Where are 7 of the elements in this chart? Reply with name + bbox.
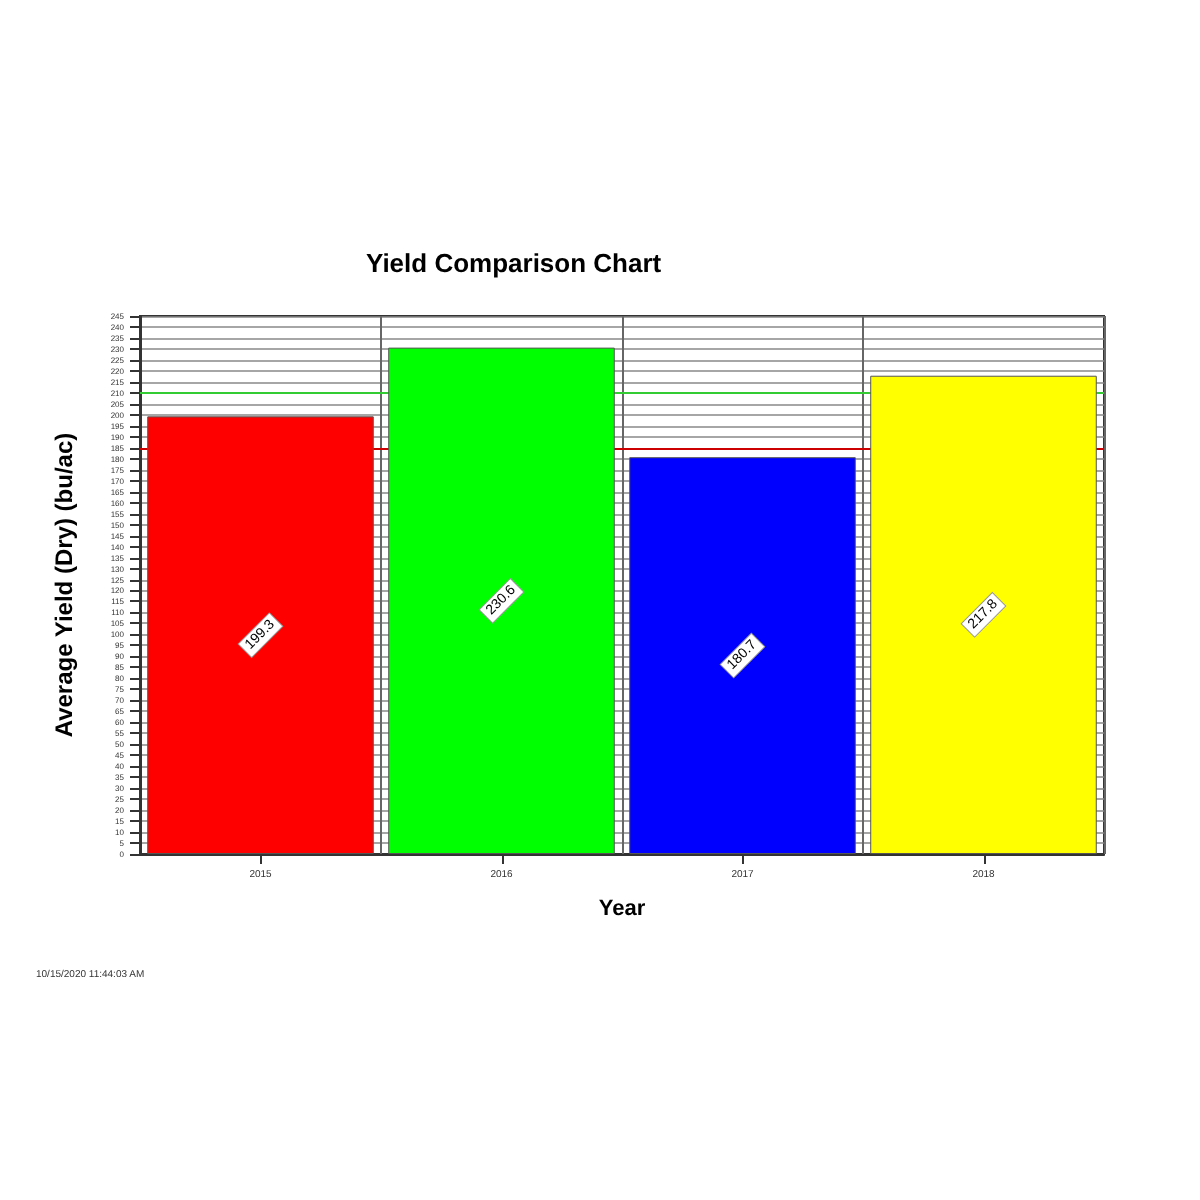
y-axis-title: Average Yield (Dry) (bu/ac) xyxy=(50,432,78,738)
bar xyxy=(870,375,1097,854)
bar xyxy=(388,347,615,854)
chart-title: Yield Comparison Chart xyxy=(366,248,663,278)
bar xyxy=(147,416,374,854)
x-axis-title: Year xyxy=(598,897,647,921)
bar xyxy=(629,457,856,854)
